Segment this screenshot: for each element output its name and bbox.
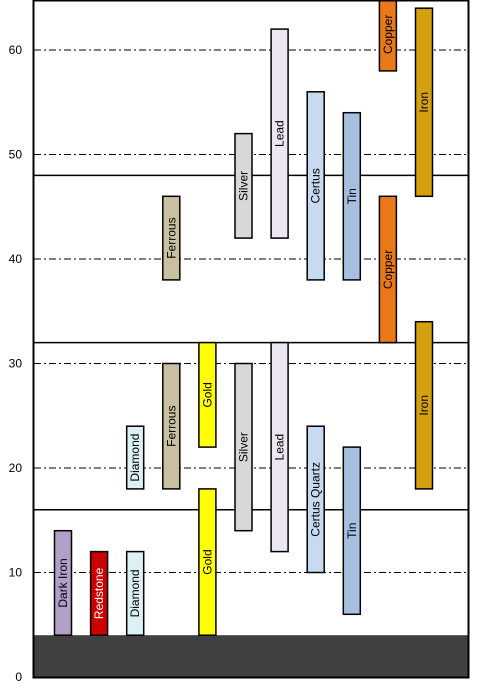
y-tick-label: 10 <box>9 566 23 580</box>
y-tick-label: 0 <box>15 670 22 684</box>
y-tick-label: 20 <box>9 461 23 475</box>
ore-bar <box>198 488 217 636</box>
ore-bar-group: Gold <box>198 488 217 636</box>
ore-bar-group: Silver <box>234 362 253 532</box>
y-tick-label: 40 <box>9 252 23 266</box>
ore-bar-label: Tin <box>345 523 359 539</box>
ore-bar-label: Diamond <box>128 434 142 482</box>
ore-bar-label: Dark Iron <box>56 558 70 607</box>
ore-bar-label: Silver <box>237 171 251 201</box>
ore-bar-label: Lead <box>273 120 287 147</box>
ore-bar-label: Gold <box>200 549 214 574</box>
ore-bar-label: Lead <box>273 434 287 461</box>
ore-bar-label: Certus <box>309 168 323 203</box>
ore-bar-group: Silver <box>234 132 253 239</box>
ore-bar <box>414 320 434 490</box>
ore-bar-label: Iron <box>417 395 431 416</box>
ore-bar-label: Iron <box>417 92 431 113</box>
ore-bar <box>378 0 398 72</box>
ore-bar-group: Diamond <box>125 425 145 490</box>
ore-bar-group: Redstone <box>89 550 109 636</box>
ore-bar-label: Ferrous <box>164 406 178 447</box>
ore-bar-group: Certus Quartz <box>306 425 325 574</box>
ore-bar-label: Copper <box>381 15 395 54</box>
y-tick-label: 30 <box>9 357 23 371</box>
ore-bar-label: Tin <box>345 188 359 204</box>
ore-bar-group: Tin <box>342 446 362 616</box>
ore-bar-group: Tin <box>342 111 362 281</box>
ore-bar-group: Iron <box>414 320 434 490</box>
ore-bar-group: Copper <box>378 195 398 344</box>
ore-bar <box>162 195 181 281</box>
y-tick-label: 50 <box>9 148 23 162</box>
ore-bar-group: Ferrous <box>162 362 181 490</box>
ore-bar <box>53 529 73 636</box>
ore-bar-group: Dark Iron <box>53 529 73 636</box>
ore-bar-group: Lead <box>270 28 289 239</box>
ore-bar <box>342 111 362 281</box>
ore-bar-group: Ferrous <box>162 195 181 281</box>
ore-bar <box>234 132 253 239</box>
ore-bar <box>414 7 434 198</box>
ore-bar-group: Certus <box>306 91 325 281</box>
ore-bar-group: Iron <box>414 7 434 198</box>
ore-bar <box>270 341 289 553</box>
ore-bar <box>162 362 181 490</box>
ore-bar-group: Diamond <box>125 550 145 636</box>
ore-bar <box>378 195 398 344</box>
ore-bar <box>234 362 253 532</box>
ore-bar-label: Silver <box>237 432 251 462</box>
ore-bar <box>270 28 289 239</box>
ore-bar-group: Gold <box>198 341 217 448</box>
bedrock-band <box>34 635 468 677</box>
ore-bar <box>125 550 145 636</box>
ore-bar <box>125 425 145 490</box>
ore-bar-label: Ferrous <box>164 217 178 258</box>
ore-bar <box>89 550 109 636</box>
y-axis: 0 10 20 30 40 50 60 <box>9 43 23 684</box>
ore-bar-group: Copper <box>378 0 398 72</box>
ore-bar-label: Copper <box>381 250 395 289</box>
ore-bar <box>342 446 362 616</box>
ore-bar-group: Lead <box>270 341 289 553</box>
ore-bar <box>306 425 325 574</box>
y-tick-label: 60 <box>9 43 23 57</box>
plot-frame <box>32 0 470 679</box>
ore-bar <box>198 341 217 448</box>
bedrock <box>34 635 468 677</box>
ore-bar-label: Diamond <box>128 569 142 617</box>
ore-bar-label: Certus Quartz <box>309 462 323 537</box>
ore-bar <box>306 91 325 281</box>
ore-bar-label: Redstone <box>92 567 106 619</box>
ore-bar-label: Gold <box>200 382 214 407</box>
ore-bars: Dark Iron Redstone Diamond Diamond Ferrous Fe… <box>53 0 434 636</box>
